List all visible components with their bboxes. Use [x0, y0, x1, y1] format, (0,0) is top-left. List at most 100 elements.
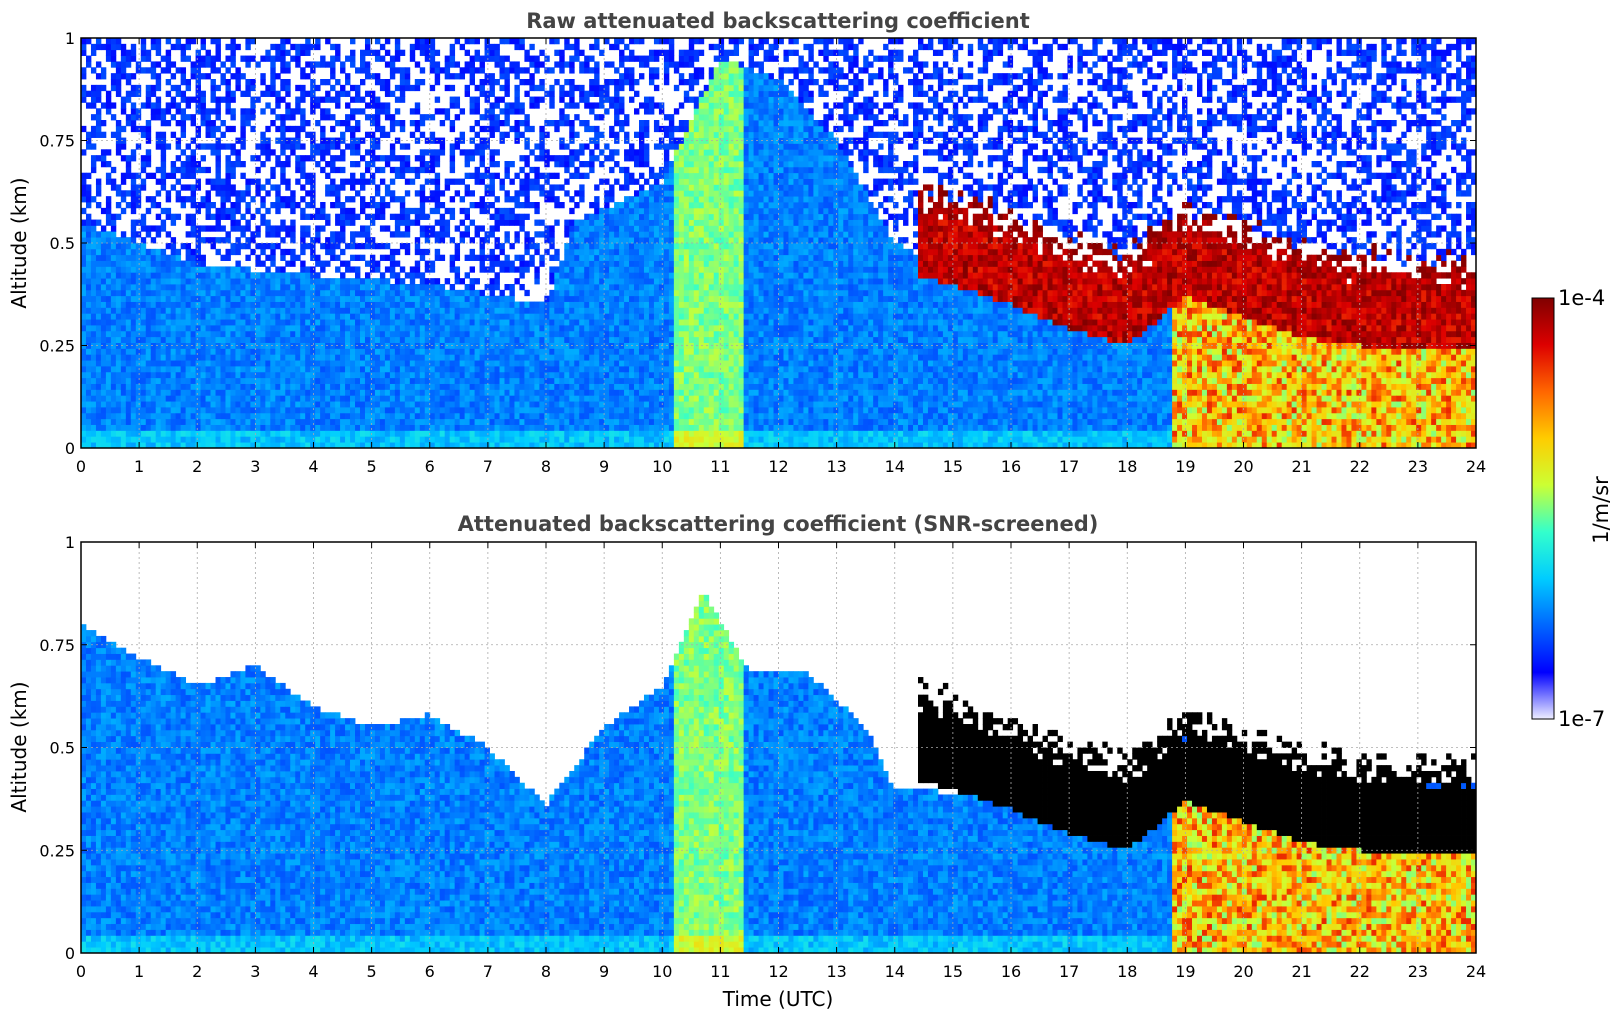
heatmap-cell [365, 348, 370, 354]
heatmap-cell [410, 302, 415, 308]
heatmap-cell [564, 325, 569, 331]
heatmap-cell [295, 161, 300, 167]
heatmap-cell [375, 38, 380, 44]
heatmap-cell [290, 296, 295, 302]
heatmap-cell [101, 413, 106, 419]
heatmap-cell [380, 430, 385, 436]
heatmap-cell [330, 296, 335, 302]
heatmap-cell [290, 208, 295, 214]
heatmap-cell [365, 237, 370, 243]
heatmap-cell [206, 272, 211, 278]
heatmap-cell [171, 272, 176, 278]
heatmap-cell [490, 325, 495, 331]
heatmap-cell [360, 184, 365, 190]
heatmap-cell [270, 272, 275, 278]
heatmap-cell [260, 313, 265, 319]
heatmap-cell [500, 366, 505, 372]
heatmap-cell [310, 91, 315, 97]
heatmap-cell [240, 302, 245, 308]
heatmap-cell [375, 378, 380, 384]
heatmap-cell [101, 102, 106, 108]
heatmap-cell [280, 220, 285, 226]
heatmap-cell [430, 425, 435, 431]
heatmap-cell [455, 102, 460, 108]
heatmap-cell [235, 67, 240, 73]
heatmap-cell [345, 126, 350, 132]
heatmap-cell [390, 255, 395, 261]
heatmap-cell [146, 161, 151, 167]
heatmap-cell [410, 50, 415, 56]
heatmap-cell [420, 161, 425, 167]
heatmap-cell [350, 290, 355, 296]
heatmap-cell [365, 167, 370, 173]
heatmap-cell [370, 413, 375, 419]
heatmap-cell [106, 173, 111, 179]
heatmap-cell [166, 296, 171, 302]
heatmap-cell [430, 114, 435, 120]
heatmap-cell [509, 372, 514, 378]
heatmap-cell [221, 278, 226, 284]
heatmap-cell [320, 395, 325, 401]
heatmap-cell [111, 79, 116, 85]
heatmap-cell [455, 272, 460, 278]
heatmap-cell [176, 354, 181, 360]
heatmap-cell [235, 419, 240, 425]
heatmap-cell [335, 296, 340, 302]
heatmap-cell [300, 266, 305, 272]
heatmap-cell [405, 243, 410, 249]
heatmap-cell [465, 284, 470, 290]
heatmap-cell [111, 401, 116, 407]
heatmap-cell [544, 337, 549, 343]
heatmap-cell [290, 190, 295, 196]
heatmap-cell [111, 278, 116, 284]
heatmap-cell [141, 278, 146, 284]
heatmap-cell [216, 430, 221, 436]
heatmap-cell [216, 184, 221, 190]
heatmap-cell [435, 161, 440, 167]
heatmap-cell [146, 208, 151, 214]
heatmap-cell [206, 196, 211, 202]
heatmap-cell [131, 179, 136, 185]
heatmap-cell [166, 56, 171, 62]
heatmap-cell [260, 360, 265, 366]
heatmap-cell [345, 413, 350, 419]
heatmap-cell [430, 331, 435, 337]
heatmap-cell [290, 225, 295, 231]
heatmap-cell [400, 337, 405, 343]
heatmap-cell [230, 220, 235, 226]
heatmap-cell [490, 296, 495, 302]
heatmap-cell [380, 378, 385, 384]
heatmap-cell [275, 114, 280, 120]
heatmap-cell [161, 132, 166, 138]
heatmap-cell [475, 302, 480, 308]
heatmap-cell [564, 266, 569, 272]
heatmap-cell [564, 348, 569, 354]
heatmap-cell [415, 155, 420, 161]
heatmap-cell [524, 50, 529, 56]
heatmap-cell [265, 319, 270, 325]
heatmap-cell [529, 378, 534, 384]
heatmap-cell [544, 190, 549, 196]
heatmap-cell [191, 231, 196, 237]
heatmap-cell [440, 231, 445, 237]
heatmap-cell [290, 313, 295, 319]
heatmap-cell [355, 302, 360, 308]
heatmap-cell [121, 348, 126, 354]
heatmap-cell [465, 354, 470, 360]
heatmap-cell [534, 378, 539, 384]
heatmap-cell [390, 425, 395, 431]
heatmap-cell [121, 266, 126, 272]
heatmap-cell [470, 354, 475, 360]
heatmap-cell [370, 91, 375, 97]
heatmap-cell [196, 296, 201, 302]
heatmap-cell [420, 331, 425, 337]
heatmap-cell [101, 354, 106, 360]
heatmap-cell [126, 378, 131, 384]
heatmap-cell [196, 319, 201, 325]
heatmap-cell [554, 272, 559, 278]
heatmap-cell [221, 214, 226, 220]
heatmap-cell [315, 225, 320, 231]
heatmap-cell [554, 354, 559, 360]
heatmap-cell [295, 155, 300, 161]
heatmap-cell [91, 231, 96, 237]
